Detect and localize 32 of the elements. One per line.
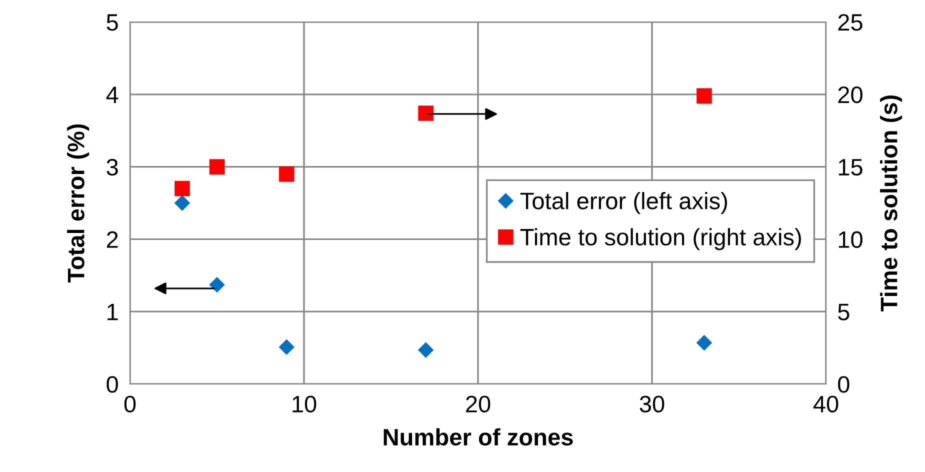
point [209,276,225,293]
y2-tick-label: 5 [838,304,850,320]
legend-label: Time to solution (right axis) [520,228,801,250]
y2-tick-label: 20 [838,86,862,104]
y-tick-label: 0 [106,376,118,393]
x-tick-label: 0 [124,396,136,412]
y-tick-label: 4 [106,86,118,103]
y-tick-label: 5 [106,14,118,31]
y-tick-label: 1 [108,304,118,320]
point [418,342,434,358]
point [696,88,712,104]
y-tick-label: 3 [106,158,118,176]
y2-tick-label: 25 [838,14,862,31]
point [278,339,294,355]
y2-tick-label: 10 [838,231,862,248]
x-tick-label: 20 [466,396,490,412]
point [174,180,190,196]
point [278,166,294,182]
y-axis-title: Total error (%) [67,124,90,283]
y2-tick-label: 15 [838,159,862,176]
y-tick-label: 2 [106,231,118,248]
x-tick-label: 30 [640,396,664,412]
point [418,106,434,121]
y2-axis-title: Time to solution (s) [880,96,902,312]
point [174,195,190,211]
y2-tick-label: 0 [838,376,850,393]
x-tick-label: 10 [292,396,316,412]
x-tick-label: 40 [813,396,838,412]
point [209,159,225,174]
x-axis-title: Number of zones [384,428,573,446]
point [696,334,712,351]
legend-label: Total error (left axis) [520,192,728,214]
